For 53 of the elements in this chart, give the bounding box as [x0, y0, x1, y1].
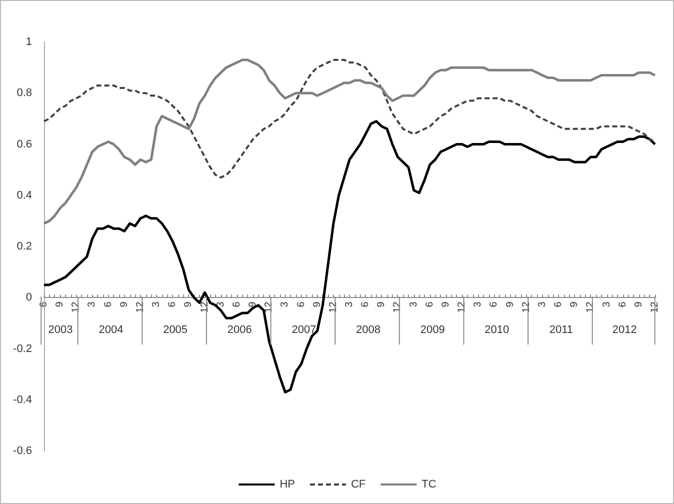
x-tick-label: 12	[650, 301, 660, 313]
annotation: 2006	[227, 324, 252, 336]
x-tick-label: 3	[344, 301, 355, 308]
x-tick-label: 6	[424, 301, 436, 308]
annotation: 2009	[420, 324, 445, 336]
legend-label: CF	[350, 478, 366, 490]
annotation: 2010	[484, 324, 510, 336]
y-tick-label: 0.6	[16, 138, 32, 150]
line-series	[43, 58, 656, 178]
x-tick-label: 12	[199, 301, 210, 313]
annotation: 2012	[612, 324, 637, 336]
x-tick-label: 9	[54, 301, 66, 308]
y-tick-label: 0	[26, 292, 32, 304]
x-tick-label: 9	[376, 301, 388, 308]
y-tick-label: 1	[26, 36, 32, 48]
y-tick-label: -0.2	[13, 342, 32, 355]
line-series	[42, 58, 656, 225]
annotation: 2005	[163, 324, 188, 336]
x-tick-label: 6	[102, 301, 114, 308]
x-tick-label: 6	[167, 301, 178, 308]
y-tick-label: 0.8	[16, 87, 32, 100]
y-tick-label: -0.6	[13, 445, 32, 457]
x-tick-label: 9	[312, 301, 323, 308]
x-tick-label: 3	[280, 301, 291, 308]
x-tick-label: 9	[118, 301, 130, 308]
x-tick-label: 3	[151, 301, 162, 308]
x-tick-label: 9	[183, 301, 194, 308]
x-tick-label: 6	[617, 301, 628, 308]
x-tick-label: 6	[553, 301, 564, 308]
x-tick-label: 6	[231, 301, 242, 308]
x-tick-label: 9	[248, 301, 259, 308]
x-tick-label: 3	[86, 301, 98, 308]
x-tick-label: 6	[488, 301, 500, 308]
annotation: 2003	[48, 324, 73, 336]
y-tick-label: 0.2	[16, 240, 32, 252]
annotation: 2011	[549, 324, 574, 336]
x-tick-label: 9	[440, 301, 452, 308]
x-tick-label: 9	[569, 301, 580, 308]
x-tick-label: 3	[472, 301, 484, 308]
y-tick-label: -0.4	[13, 394, 32, 406]
x-tick-label: 6	[296, 301, 307, 308]
x-tick-label: 6	[360, 301, 372, 308]
x-tick-label: 3	[601, 301, 612, 308]
annotation: 2004	[98, 324, 124, 336]
x-tick-label: 9	[633, 301, 644, 308]
y-tick-label: 0.4	[16, 189, 32, 202]
annotation: 2008	[356, 324, 380, 336]
legend-label: HP	[280, 478, 295, 490]
legend-label: TC	[422, 478, 436, 490]
annotation: 2007	[292, 324, 316, 336]
x-tick-label: 3	[536, 301, 548, 308]
x-tick-label: 9	[504, 301, 516, 308]
x-tick-label: 3	[408, 301, 420, 308]
